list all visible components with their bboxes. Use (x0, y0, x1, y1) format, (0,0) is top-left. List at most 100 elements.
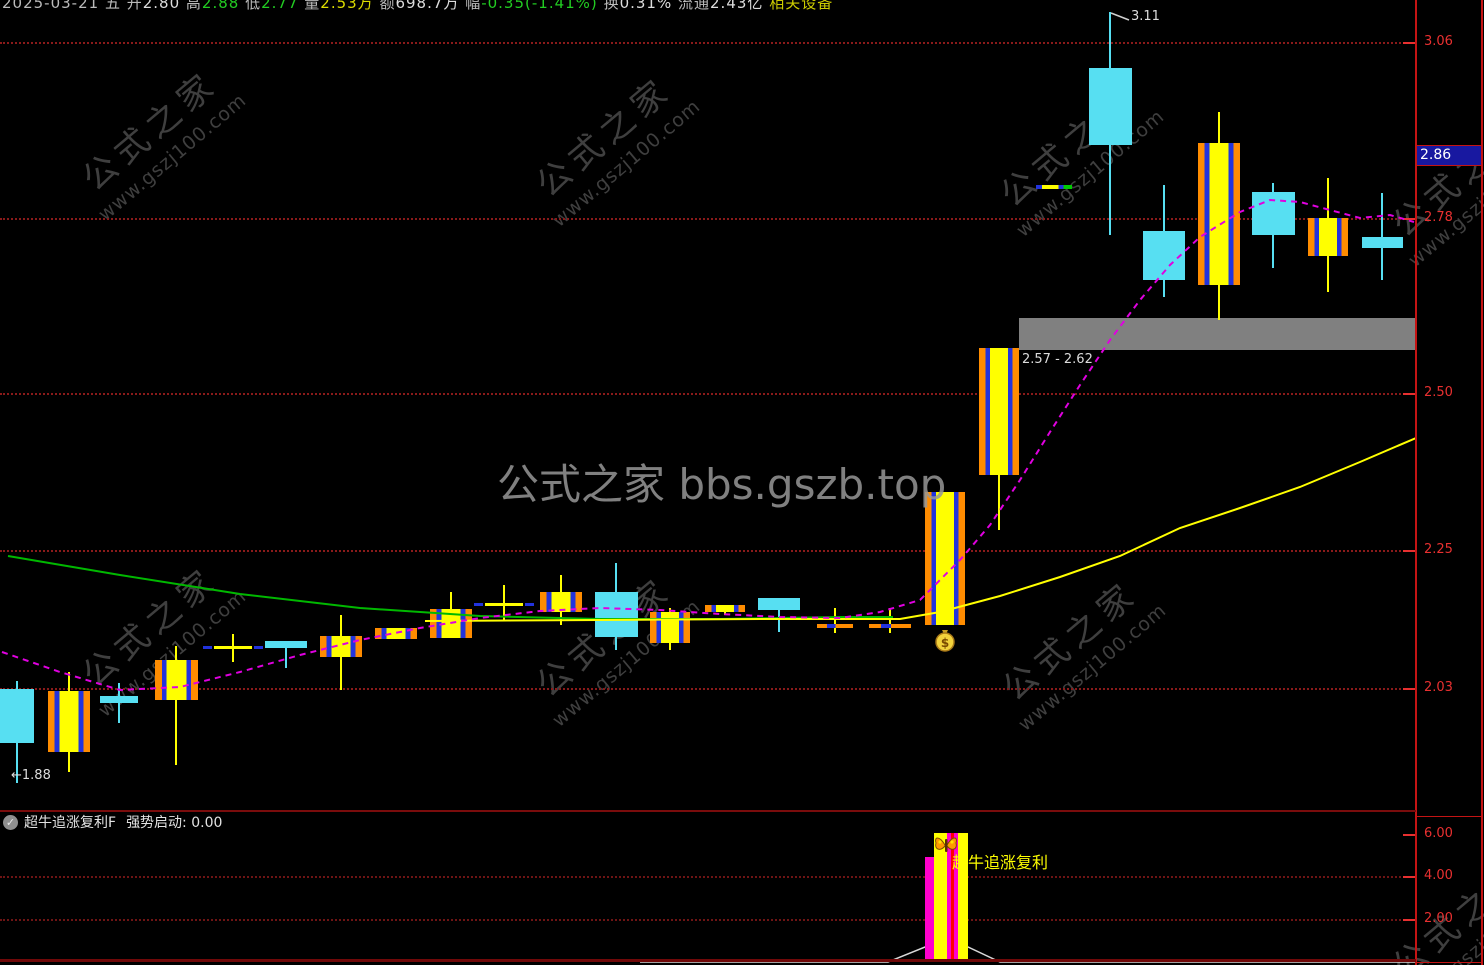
candle-wick (175, 646, 177, 765)
indicator-bar (925, 857, 934, 960)
watermark-url: www.gszj100.com (548, 95, 705, 232)
top-info-fragment: 2.53万 (320, 0, 374, 10)
gridline-main (0, 550, 1416, 552)
center-watermark: 公式之家 bbs.gszb.top (497, 460, 947, 509)
low-price-annotation: ←1.88 (11, 768, 51, 783)
money-bag-icon: $ (932, 626, 958, 652)
watermark-url: www.gszj100.com (1014, 599, 1171, 736)
panel-separator-line (0, 810, 1416, 812)
watermark-url: www.gszj100.com (94, 585, 251, 722)
top-info-fragment: 相关设备 (763, 0, 834, 10)
candle (979, 348, 1019, 475)
watermark-text: 公式之家 (1384, 851, 1484, 965)
candle (869, 624, 911, 628)
candle (48, 691, 90, 752)
candle (925, 492, 965, 625)
candle (758, 598, 800, 610)
indicator-label-row[interactable]: ✓ 超牛追涨复利F 强势启动: 0.00 (3, 813, 222, 831)
gridline-sub (0, 919, 1416, 921)
doji-side-dash (474, 603, 483, 606)
top-info-fragment: 2025-03-21 五 开 (2, 0, 143, 10)
sub-zero-baseline (0, 959, 1416, 962)
diagonal-watermark: 公式之家 www.gszj100.com (33, 26, 303, 277)
top-info-text: 2025-03-21 五 开2.80 高2.88 低2.77 量2.53万 额6… (2, 0, 833, 10)
top-info-fragment: 高 (180, 0, 202, 10)
svg-text:$: $ (941, 636, 949, 650)
diagonal-watermark: 公式之家 www.gszj100.com (487, 32, 757, 283)
diagonal-watermark: 公式之家 www.gszj100.com (953, 536, 1223, 787)
signal-text: 超牛追涨复利 (952, 853, 1049, 872)
candle (430, 609, 472, 638)
candle-wick (889, 608, 891, 633)
watermark-text: 公式之家 (74, 63, 227, 200)
gridline-main (0, 42, 1416, 44)
candle (155, 660, 198, 700)
watermark-text: 公式之家 (992, 79, 1145, 216)
price-axis-label: 2.50 (1424, 385, 1453, 400)
top-info-fragment: 2.88 (201, 0, 240, 10)
price-axis-label: 2.78 (1424, 210, 1453, 225)
sub-axis-label: 6.00 (1424, 826, 1453, 841)
candle (265, 641, 307, 648)
candle (100, 696, 138, 703)
indicator-name[interactable]: 超牛追涨复利F (24, 815, 117, 831)
price-axis-label: 2.03 (1424, 680, 1453, 695)
candle (1198, 143, 1240, 285)
candle (1252, 192, 1295, 235)
candle (375, 628, 417, 639)
candle (540, 592, 582, 612)
candle (650, 612, 690, 643)
top-info-fragment: 流通 (672, 0, 711, 10)
axis-tick (1403, 42, 1416, 44)
top-info-fragment: 2.77 (261, 0, 299, 10)
top-info-fragment: 698.7万 (395, 0, 460, 10)
gridline-main (0, 393, 1416, 395)
axis-vertical-line (1415, 0, 1417, 965)
candle (0, 689, 34, 743)
candle-wick (834, 608, 836, 633)
watermark-text: 公式之家 (994, 573, 1147, 710)
current-price-value: 2.86 (1420, 147, 1452, 163)
sub-axis-label: 4.00 (1424, 868, 1453, 883)
diagonal-watermark: 公式之家 www.gszj100.com (487, 532, 757, 783)
price-axis-label: 3.06 (1424, 34, 1453, 49)
check-circle-icon[interactable]: ✓ (3, 814, 18, 830)
right-border-line (1481, 0, 1483, 965)
doji-side-dash (525, 603, 534, 606)
indicator-param-value: 强势启动: 0.00 (126, 815, 223, 831)
gridline-main (0, 688, 1416, 690)
candle (817, 624, 853, 628)
diagonal-watermark: 公式之家 www.gszj100.com (1343, 814, 1484, 965)
top-info-fragment: 幅 (459, 0, 482, 10)
candle (1089, 68, 1132, 145)
top-info-bar: 2025-03-21 五 开2.80 高2.88 低2.77 量2.53万 额6… (0, 0, 1484, 10)
axis-tick (1403, 919, 1416, 921)
butterfly-icon (933, 833, 959, 857)
indicator-bar (934, 833, 968, 960)
sub-axis-bottom-line (1416, 962, 1482, 963)
top-info-fragment: 2.80 (142, 0, 181, 10)
candle (1308, 218, 1348, 256)
candle (1362, 237, 1403, 248)
candle (485, 603, 523, 606)
axis-tick (1403, 876, 1416, 878)
sub-axis-label: 2.00 (1424, 911, 1453, 926)
axis-tick (1403, 834, 1416, 836)
doji-side-dash (203, 646, 212, 649)
doji-side-dash (254, 646, 263, 649)
candle (320, 636, 362, 657)
candle (595, 592, 638, 637)
candle (214, 646, 252, 649)
watermark-url: www.gszj100.com (1404, 135, 1484, 272)
top-info-fragment: 低 (239, 0, 262, 10)
watermark-text: 公式之家 (528, 69, 681, 206)
suspension-range-label: 2.57 - 2.62 (1022, 352, 1093, 367)
watermark-url: www.gszj100.com (94, 89, 251, 226)
top-info-fragment: 0.31% (619, 0, 673, 10)
top-info-fragment: 换 (597, 0, 620, 10)
top-info-fragment: 量 (298, 0, 321, 10)
candle (705, 605, 745, 612)
current-price-box: 2.86 (1417, 145, 1482, 166)
candle-wick (118, 683, 120, 723)
suspension-box (1019, 318, 1416, 350)
